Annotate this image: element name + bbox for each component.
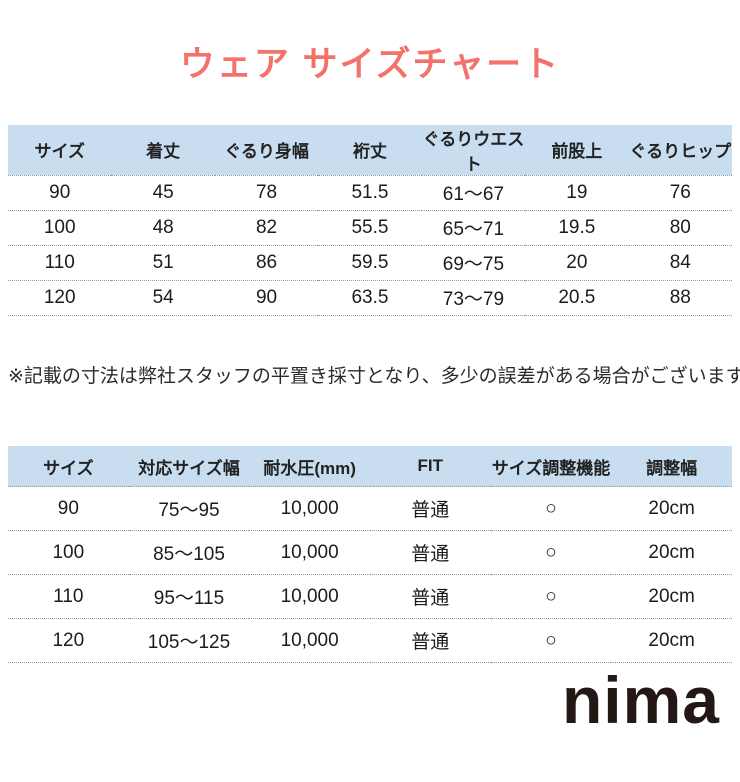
table-row: 110 51 86 59.5 69〜75 20 84 [8,245,732,281]
table-cell: 110 [8,245,112,281]
table-cell: 61〜67 [421,175,526,211]
table-cell: 20.5 [525,280,629,316]
table-cell: 100 [8,530,129,576]
column-header: サイズ調整機能 [490,446,612,488]
table-cell: 75〜95 [128,486,250,532]
table-cell: 90 [214,280,319,316]
table-row: 110 95〜115 10,000 普通 ○ 20cm [8,574,732,620]
table-cell: 20cm [611,574,732,620]
table-cell: ○ [490,486,612,532]
table-cell: 51.5 [318,175,422,211]
table-cell: 普通 [369,574,491,620]
spec-table-header: サイズ 対応サイズ幅 耐水圧(mm) FIT サイズ調整機能 調整幅 [8,446,732,488]
size-chart-page: ウェア サイズチャート サイズ 着丈 ぐるり身幅 裄丈 ぐるりウエスト 前股上 ぐるりヒップ… [0,42,740,733]
table-cell: 48 [111,210,215,246]
column-header: 対応サイズ幅 [128,446,250,488]
page-title: ウェア サイズチャート [179,45,561,84]
spec-table-body: 90 75〜95 10,000 普通 ○ 20cm 100 85〜105 10,000 普通 ○ 20… [8,486,732,664]
spec-table: サイズ 対応サイズ幅 耐水圧(mm) FIT サイズ調整機能 調整幅 90 75〜95 10,… [8,446,732,664]
header-row: サイズ 対応サイズ幅 耐水圧(mm) FIT サイズ調整機能 調整幅 [8,446,732,488]
table-cell: 19 [525,175,629,211]
table-row: 100 85〜105 10,000 普通 ○ 20cm [8,530,732,576]
table-cell: 20cm [611,618,732,664]
table-cell: 86 [214,245,319,281]
table-cell: 85〜105 [128,530,250,576]
size-measurement-table-header: サイズ 着丈 ぐるり身幅 裄丈 ぐるりウエスト 前股上 ぐるりヒップ [8,124,732,176]
table-cell: 普通 [369,486,491,532]
table-cell: 76 [628,175,732,211]
column-header: 耐水圧(mm) [249,446,370,488]
table-cell: 90 [8,175,112,211]
table-row: 100 48 82 55.5 65〜71 19.5 80 [8,210,732,246]
size-measurement-table-body: 90 45 78 51.5 61〜67 19 76 100 48 82 55.5 65〜71 19.5 8… [8,175,732,316]
table-row: 90 75〜95 10,000 普通 ○ 20cm [8,486,732,532]
table-cell: ○ [490,574,612,620]
table-cell: 10,000 [249,618,370,664]
column-header: ぐるり身幅 [214,124,319,176]
size-measurement-table: サイズ 着丈 ぐるり身幅 裄丈 ぐるりウエスト 前股上 ぐるりヒップ 90 45 78 51.5 6… [8,124,732,316]
column-header: ぐるりヒップ [628,124,732,176]
table-cell: 110 [8,574,129,620]
table-cell: 69〜75 [421,245,526,281]
table-cell: 59.5 [318,245,422,281]
header-row: サイズ 着丈 ぐるり身幅 裄丈 ぐるりウエスト 前股上 ぐるりヒップ [8,124,732,176]
table-row: 120 54 90 63.5 73〜79 20.5 88 [8,280,732,316]
column-header: 前股上 [525,124,629,176]
table-cell: 80 [628,210,732,246]
table-cell: 120 [8,618,129,664]
column-header: サイズ [8,124,112,176]
column-header: 着丈 [111,124,215,176]
table-cell: ○ [490,618,612,664]
table-row: 120 105〜125 10,000 普通 ○ 20cm [8,618,732,664]
table-cell: 82 [214,210,319,246]
table-cell: 105〜125 [128,618,250,664]
table-row: 90 45 78 51.5 61〜67 19 76 [8,175,732,211]
table-cell: 20 [525,245,629,281]
table-cell: 63.5 [318,280,422,316]
table-cell: 54 [111,280,215,316]
column-header: FIT [369,446,491,488]
table-cell: 78 [214,175,319,211]
table-cell: 45 [111,175,215,211]
brand-logo: nima [561,663,720,738]
column-header: 調整幅 [611,446,732,488]
table-cell: 普通 [369,618,491,664]
measurement-disclaimer-note: ※記載の寸法は弊社スタッフの平置き採寸となり、多少の誤差がある場合がございます。 [8,365,740,387]
table-cell: 10,000 [249,486,370,532]
column-header: ぐるりウエスト [421,124,526,176]
table-cell: 65〜71 [421,210,526,246]
table-cell: 100 [8,210,112,246]
table-cell: 10,000 [249,530,370,576]
table-cell: 19.5 [525,210,629,246]
table-cell: 84 [628,245,732,281]
table-cell: 55.5 [318,210,422,246]
column-header: 裄丈 [318,124,422,176]
table-cell: 51 [111,245,215,281]
table-cell: 120 [8,280,112,316]
table-cell: ○ [490,530,612,576]
table-cell: 10,000 [249,574,370,620]
column-header: サイズ [8,446,129,488]
table-cell: 73〜79 [421,280,526,316]
table-cell: 90 [8,486,129,532]
table-cell: 88 [628,280,732,316]
table-cell: 20cm [611,486,732,532]
table-cell: 普通 [369,530,491,576]
table-cell: 95〜115 [128,574,250,620]
table-cell: 20cm [611,530,732,576]
